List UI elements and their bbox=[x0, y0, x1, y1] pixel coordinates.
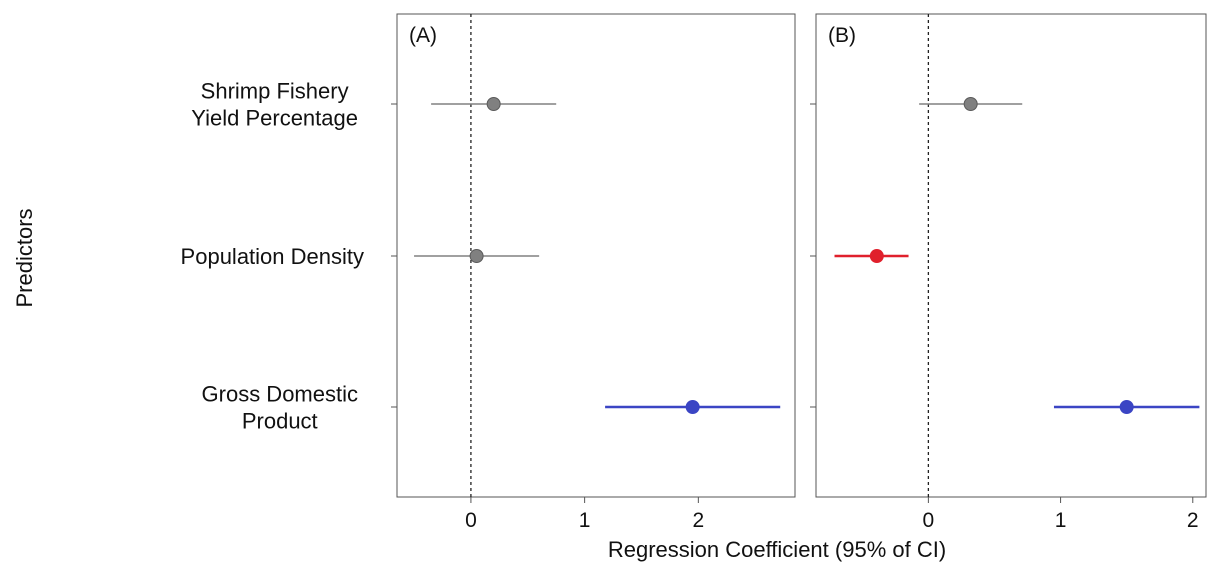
x-tick-label: 0 bbox=[923, 509, 935, 532]
panel-a: (A) 0 1 2 bbox=[391, 13, 796, 532]
panel-b: (B) 0 1 2 bbox=[810, 13, 1207, 532]
x-tick-label: 2 bbox=[692, 509, 704, 532]
point-estimate bbox=[469, 249, 484, 263]
panel-tag: (B) bbox=[828, 24, 856, 47]
predictor-label: Population Density bbox=[181, 244, 364, 269]
point-estimate bbox=[1119, 400, 1134, 414]
point-estimate bbox=[486, 97, 501, 111]
panels: (A) 0 1 2 (B) 0 1 2 bbox=[391, 13, 1207, 532]
x-tick-label: 2 bbox=[1187, 509, 1199, 532]
predictor-label: Shrimp Fishery bbox=[201, 79, 349, 104]
predictor-label: Yield Percentage bbox=[191, 106, 358, 131]
point-estimate bbox=[963, 97, 978, 111]
panel-tag: (A) bbox=[409, 24, 437, 47]
x-tick-label: 1 bbox=[579, 509, 591, 532]
point-estimate bbox=[685, 400, 700, 414]
point-estimate bbox=[869, 249, 884, 263]
predictor-label: Gross Domestic bbox=[202, 382, 358, 407]
predictor-label: Product bbox=[242, 409, 318, 434]
x-tick-label: 1 bbox=[1055, 509, 1067, 532]
x-tick-label: 0 bbox=[465, 509, 477, 532]
x-axis-title: Regression Coefficient (95% of CI) bbox=[608, 537, 946, 562]
y-axis-title: Predictors bbox=[12, 208, 37, 307]
